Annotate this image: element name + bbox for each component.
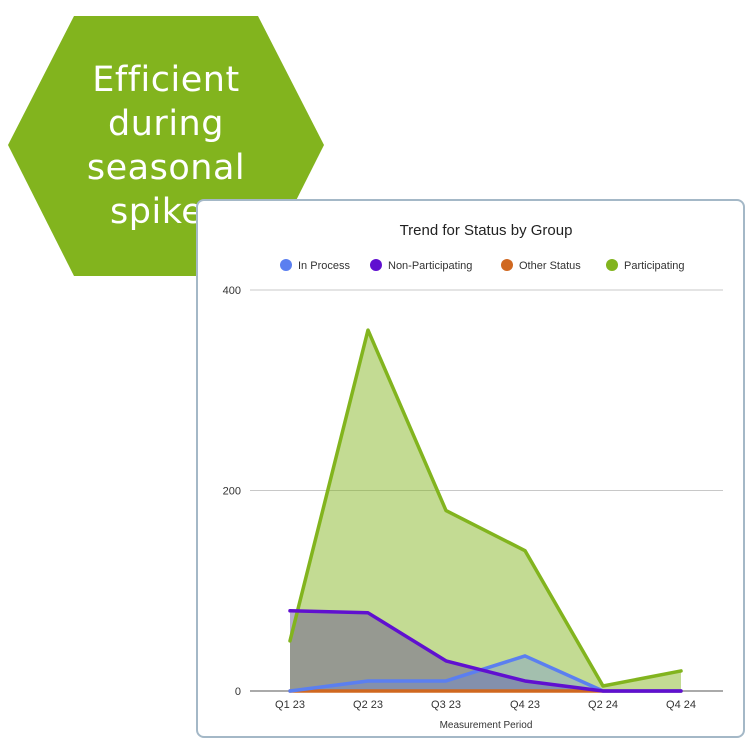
series-area	[290, 330, 681, 691]
legend-swatch	[606, 259, 618, 271]
y-tick-label: 200	[223, 486, 241, 498]
badge-line-2: during	[108, 104, 224, 144]
legend-label: Other Status	[519, 260, 581, 272]
x-tick-label: Q1 23	[275, 699, 305, 711]
series-line	[288, 328, 683, 688]
legend-label: In Process	[298, 260, 350, 272]
badge-line-1: Efficient	[92, 60, 240, 100]
badge-line-3: seasonal	[86, 148, 246, 188]
legend-swatch	[370, 259, 382, 271]
y-tick-label: 0	[235, 686, 241, 698]
chart-card: Trend for Status by Group In Process Non-…	[196, 199, 745, 738]
chart-areas	[290, 330, 681, 691]
series-area	[290, 610, 681, 691]
x-tick-label: Q4 24	[666, 699, 696, 711]
legend-swatch	[280, 259, 292, 271]
legend-item: In Process	[280, 259, 350, 272]
area-chart: Trend for Status by Group In Process Non-…	[223, 222, 723, 731]
x-axis-ticks: Q1 23 Q2 23 Q3 23 Q4 23 Q2 24 Q4 24	[275, 699, 696, 711]
x-tick-label: Q2 24	[588, 699, 618, 711]
chart-legend: In Process Non-Participating Other Status P…	[280, 259, 685, 272]
x-axis-title: Measurement Period	[440, 720, 533, 731]
x-tick-label: Q2 23	[353, 699, 383, 711]
x-tick-label: Q3 23	[431, 699, 461, 711]
y-tick-label: 400	[223, 285, 241, 297]
legend-item: Participating	[606, 259, 685, 272]
chart-title: Trend for Status by Group	[400, 222, 573, 239]
x-tick-label: Q4 23	[510, 699, 540, 711]
legend-swatch	[501, 259, 513, 271]
legend-item: Non-Participating	[370, 259, 472, 272]
chart-lines	[288, 328, 683, 693]
legend-label: Non-Participating	[388, 260, 472, 272]
legend-label: Participating	[624, 260, 685, 272]
series-line	[288, 609, 683, 693]
legend-item: Other Status	[501, 259, 581, 272]
y-axis-ticks: 0 200 400	[223, 285, 241, 698]
